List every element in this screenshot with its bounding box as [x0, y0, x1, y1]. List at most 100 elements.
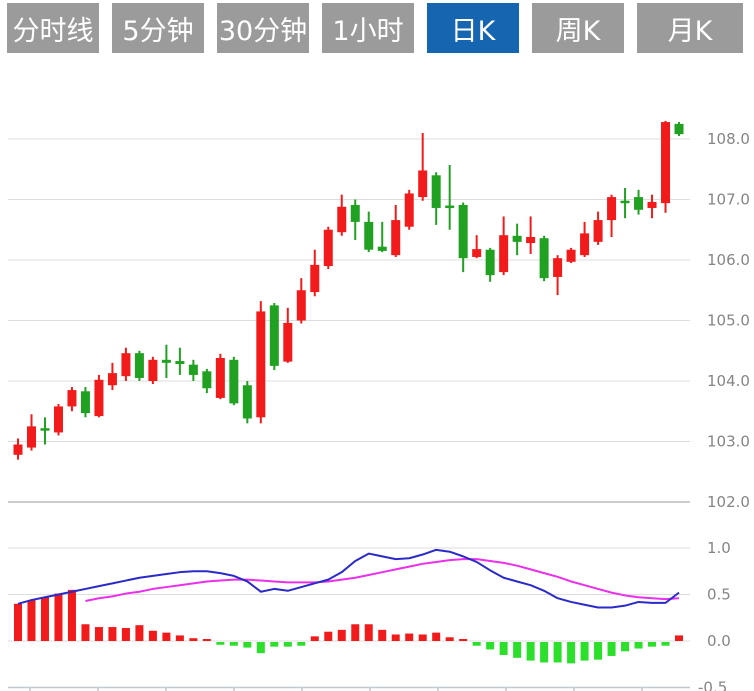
candlestick-body — [350, 204, 360, 222]
macd-histogram-bar — [324, 631, 333, 641]
macd-axis-label: 1.0 — [707, 539, 731, 557]
macd-histogram-bar — [405, 633, 414, 641]
candlestick-body — [634, 197, 644, 210]
macd-histogram-bar — [337, 629, 346, 641]
macd-histogram-bar — [351, 624, 360, 641]
macd-histogram-bar — [189, 638, 198, 641]
macd-histogram-bar — [391, 634, 400, 641]
macd-histogram-bar — [499, 642, 508, 656]
candlestick-body — [539, 238, 549, 279]
candlestick-body — [256, 311, 266, 418]
candlestick-body — [26, 426, 36, 448]
candlestick-body — [526, 237, 536, 244]
price-axis-label: 103.0 — [707, 433, 750, 451]
candlestick-body — [593, 220, 603, 242]
macd-histogram-bar — [445, 637, 454, 641]
candlestick-body — [391, 220, 401, 256]
candlestick-body — [134, 353, 144, 378]
macd-axis-label: 0.0 — [707, 632, 731, 650]
dea-line — [85, 558, 680, 602]
candlestick-body — [431, 175, 441, 208]
macd-histogram-bar — [364, 624, 373, 641]
macd-histogram-bar — [297, 642, 306, 646]
macd-histogram-bar — [486, 642, 495, 650]
macd-histogram-bar — [256, 642, 265, 654]
candlestick-body — [377, 246, 387, 251]
macd-histogram-bar — [621, 642, 630, 652]
macd-histogram-bar — [418, 634, 427, 641]
macd-histogram-bar — [54, 593, 63, 641]
candlestick-body — [472, 249, 482, 257]
candlestick-body — [67, 390, 77, 407]
macd-histogram-bar — [472, 642, 481, 646]
macd-histogram-bar — [675, 635, 684, 641]
candlestick-body — [458, 204, 468, 259]
macd-histogram-bar — [148, 630, 157, 641]
price-axis-label: 105.0 — [707, 312, 750, 330]
candlestick-body — [620, 200, 630, 204]
price-axis-label: 107.0 — [707, 191, 750, 209]
candlestick-body — [188, 364, 198, 375]
tab-weekly-k[interactable]: 周K — [532, 3, 624, 53]
macd-histogram-bar — [243, 642, 252, 648]
macd-histogram-bar — [270, 642, 279, 647]
macd-histogram-bar — [594, 642, 603, 660]
macd-histogram-bar — [459, 639, 468, 641]
candlestick-body — [499, 235, 509, 273]
candlestick-body — [404, 193, 414, 227]
macd-histogram-bar — [310, 636, 319, 641]
candlestick-body — [242, 385, 252, 419]
candlestick-body — [94, 379, 104, 417]
candlestick-body — [13, 444, 23, 455]
macd-histogram-bar — [567, 642, 576, 664]
macd-histogram-bar — [661, 642, 670, 646]
macd-histogram-bar — [432, 632, 441, 641]
price-axis-label: 106.0 — [707, 251, 750, 269]
candlestick-body — [161, 359, 171, 363]
macd-histogram-bar — [513, 642, 522, 658]
candlestick-body — [337, 206, 347, 233]
macd-histogram-bar — [378, 629, 387, 641]
macd-histogram-bar — [94, 627, 103, 641]
macd-histogram-bar — [634, 642, 643, 649]
tab-daily-k[interactable]: 日K — [427, 3, 519, 53]
macd-histogram-bar — [607, 642, 616, 656]
candlestick-body — [53, 406, 63, 433]
candlestick-body — [418, 170, 428, 198]
macd-histogram-bar — [283, 642, 292, 647]
candlestick-body — [215, 358, 225, 398]
macd-histogram-bar — [121, 627, 130, 641]
macd-histogram-bar — [216, 642, 225, 645]
macd-histogram-bar — [540, 642, 549, 663]
tab-monthly-k[interactable]: 月K — [637, 3, 743, 53]
candlestick-body — [445, 205, 455, 209]
candlestick-body — [310, 264, 320, 293]
candlestick-body — [269, 305, 279, 366]
candlestick-body — [107, 373, 117, 386]
dif-line — [17, 548, 680, 609]
tab-timeshare-line[interactable]: 分时线 — [7, 3, 99, 53]
macd-histogram-bar — [526, 642, 535, 661]
macd-histogram-bar — [27, 600, 36, 641]
candlestick-body — [607, 197, 617, 221]
macd-histogram-bar — [108, 627, 117, 641]
price-axis-label: 108.0 — [707, 130, 750, 148]
candlestick-body — [323, 229, 333, 267]
macd-histogram-bar — [175, 635, 184, 641]
candlestick-body — [202, 371, 212, 389]
tab-1hour[interactable]: 1小时 — [322, 3, 414, 53]
candlestick-body — [283, 322, 293, 362]
candlestick-body — [580, 233, 590, 256]
timeframe-tab-bar: 分时线 5分钟 30分钟 1小时 日K 周K 月K — [7, 3, 743, 53]
candlestick-body — [80, 391, 90, 414]
macd-histogram-bar — [229, 642, 238, 646]
macd-histogram-bar — [648, 642, 657, 647]
candlestick-body — [364, 221, 374, 250]
candlestick-body — [121, 353, 131, 377]
tab-30min[interactable]: 30分钟 — [217, 3, 309, 53]
macd-histogram-bar — [135, 625, 144, 641]
tab-5min[interactable]: 5分钟 — [112, 3, 204, 53]
candlestick-body — [148, 359, 158, 381]
